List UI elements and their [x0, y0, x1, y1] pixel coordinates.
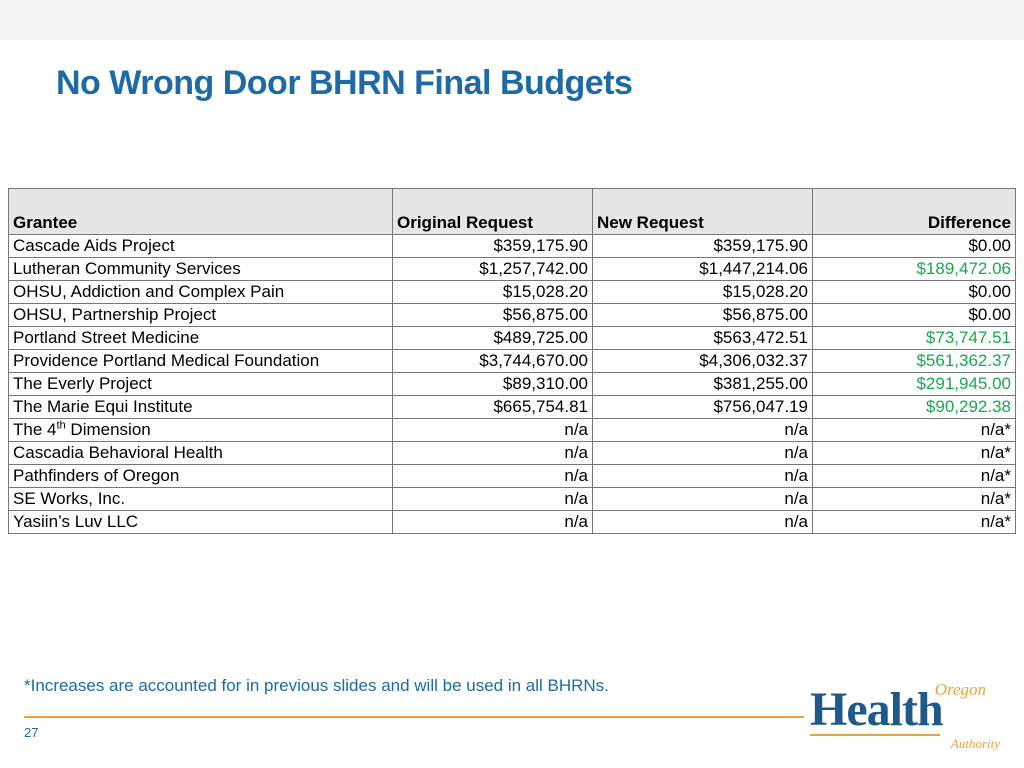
- table-row: OHSU, Addiction and Complex Pain$15,028.…: [9, 281, 1016, 304]
- table-row: Pathfinders of Oregonn/an/an/a*: [9, 465, 1016, 488]
- cell-new: n/a: [593, 488, 813, 511]
- col-header-grantee: Grantee: [9, 189, 393, 235]
- cell-grantee: Portland Street Medicine: [9, 327, 393, 350]
- cell-original: $1,257,742.00: [393, 258, 593, 281]
- cell-original: $89,310.00: [393, 373, 593, 396]
- cell-new: n/a: [593, 465, 813, 488]
- cell-diff: $73,747.51: [813, 327, 1016, 350]
- cell-original: n/a: [393, 442, 593, 465]
- cell-grantee: The 4th Dimension: [9, 419, 393, 442]
- cell-diff: n/a*: [813, 488, 1016, 511]
- col-header-diff: Difference: [813, 189, 1016, 235]
- cell-original: $56,875.00: [393, 304, 593, 327]
- table-row: Yasiin’s Luv LLCn/an/an/a*: [9, 511, 1016, 534]
- table-row: The Everly Project$89,310.00$381,255.00$…: [9, 373, 1016, 396]
- cell-diff: $561,362.37: [813, 350, 1016, 373]
- cell-grantee: The Marie Equi Institute: [9, 396, 393, 419]
- cell-grantee: SE Works, Inc.: [9, 488, 393, 511]
- cell-grantee: Lutheran Community Services: [9, 258, 393, 281]
- cell-diff: $0.00: [813, 235, 1016, 258]
- table-row: OHSU, Partnership Project$56,875.00$56,8…: [9, 304, 1016, 327]
- budget-table-wrap: Grantee Original Request New Request Dif…: [8, 188, 1016, 534]
- cell-original: $15,028.20: [393, 281, 593, 304]
- slide: No Wrong Door BHRN Final Budgets Grantee…: [0, 0, 1024, 768]
- cell-original: n/a: [393, 465, 593, 488]
- cell-new: n/a: [593, 442, 813, 465]
- cell-diff: n/a*: [813, 419, 1016, 442]
- cell-original: $489,725.00: [393, 327, 593, 350]
- table-row: Providence Portland Medical Foundation$3…: [9, 350, 1016, 373]
- cell-diff: n/a*: [813, 442, 1016, 465]
- cell-diff: n/a*: [813, 511, 1016, 534]
- table-row: Portland Street Medicine$489,725.00$563,…: [9, 327, 1016, 350]
- cell-new: n/a: [593, 419, 813, 442]
- page-title: No Wrong Door BHRN Final Budgets: [56, 64, 632, 103]
- cell-new: $359,175.90: [593, 235, 813, 258]
- budget-table: Grantee Original Request New Request Dif…: [8, 188, 1016, 534]
- table-row: Cascadia Behavioral Healthn/an/an/a*: [9, 442, 1016, 465]
- page-number: 27: [24, 725, 38, 740]
- cell-new: $756,047.19: [593, 396, 813, 419]
- footer-divider: [24, 716, 804, 718]
- table-row: Lutheran Community Services$1,257,742.00…: [9, 258, 1016, 281]
- cell-grantee: OHSU, Addiction and Complex Pain: [9, 281, 393, 304]
- table-row: Cascade Aids Project$359,175.90$359,175.…: [9, 235, 1016, 258]
- top-band: [0, 0, 1024, 40]
- table-body: Cascade Aids Project$359,175.90$359,175.…: [9, 235, 1016, 534]
- cell-original: $359,175.90: [393, 235, 593, 258]
- cell-original: n/a: [393, 511, 593, 534]
- cell-grantee: The Everly Project: [9, 373, 393, 396]
- cell-diff: $0.00: [813, 281, 1016, 304]
- cell-diff: $291,945.00: [813, 373, 1016, 396]
- cell-original: $3,744,670.00: [393, 350, 593, 373]
- cell-grantee: Providence Portland Medical Foundation: [9, 350, 393, 373]
- cell-new: $381,255.00: [593, 373, 813, 396]
- footnote: *Increases are accounted for in previous…: [24, 676, 609, 696]
- logo-bar: [810, 734, 940, 736]
- table-row: The 4th Dimensionn/an/an/a*: [9, 419, 1016, 442]
- cell-new: $15,028.20: [593, 281, 813, 304]
- col-header-new: New Request: [593, 189, 813, 235]
- cell-new: $1,447,214.06: [593, 258, 813, 281]
- cell-grantee: Yasiin’s Luv LLC: [9, 511, 393, 534]
- cell-new: n/a: [593, 511, 813, 534]
- cell-original: n/a: [393, 488, 593, 511]
- table-header-row: Grantee Original Request New Request Dif…: [9, 189, 1016, 235]
- cell-grantee: Cascade Aids Project: [9, 235, 393, 258]
- cell-original: n/a: [393, 419, 593, 442]
- cell-grantee: OHSU, Partnership Project: [9, 304, 393, 327]
- cell-new: $4,306,032.37: [593, 350, 813, 373]
- table-row: The Marie Equi Institute$665,754.81$756,…: [9, 396, 1016, 419]
- cell-diff: $189,472.06: [813, 258, 1016, 281]
- cell-new: $56,875.00: [593, 304, 813, 327]
- cell-diff: $90,292.38: [813, 396, 1016, 419]
- cell-original: $665,754.81: [393, 396, 593, 419]
- col-header-original: Original Request: [393, 189, 593, 235]
- cell-diff: n/a*: [813, 465, 1016, 488]
- logo-authority: Authority: [951, 736, 1000, 752]
- table-row: SE Works, Inc.n/an/an/a*: [9, 488, 1016, 511]
- cell-new: $563,472.51: [593, 327, 813, 350]
- cell-grantee: Cascadia Behavioral Health: [9, 442, 393, 465]
- logo-health: Health: [810, 686, 943, 734]
- cell-diff: $0.00: [813, 304, 1016, 327]
- oregon-health-authority-logo: Oregon Health Authority: [810, 680, 1000, 750]
- cell-grantee: Pathfinders of Oregon: [9, 465, 393, 488]
